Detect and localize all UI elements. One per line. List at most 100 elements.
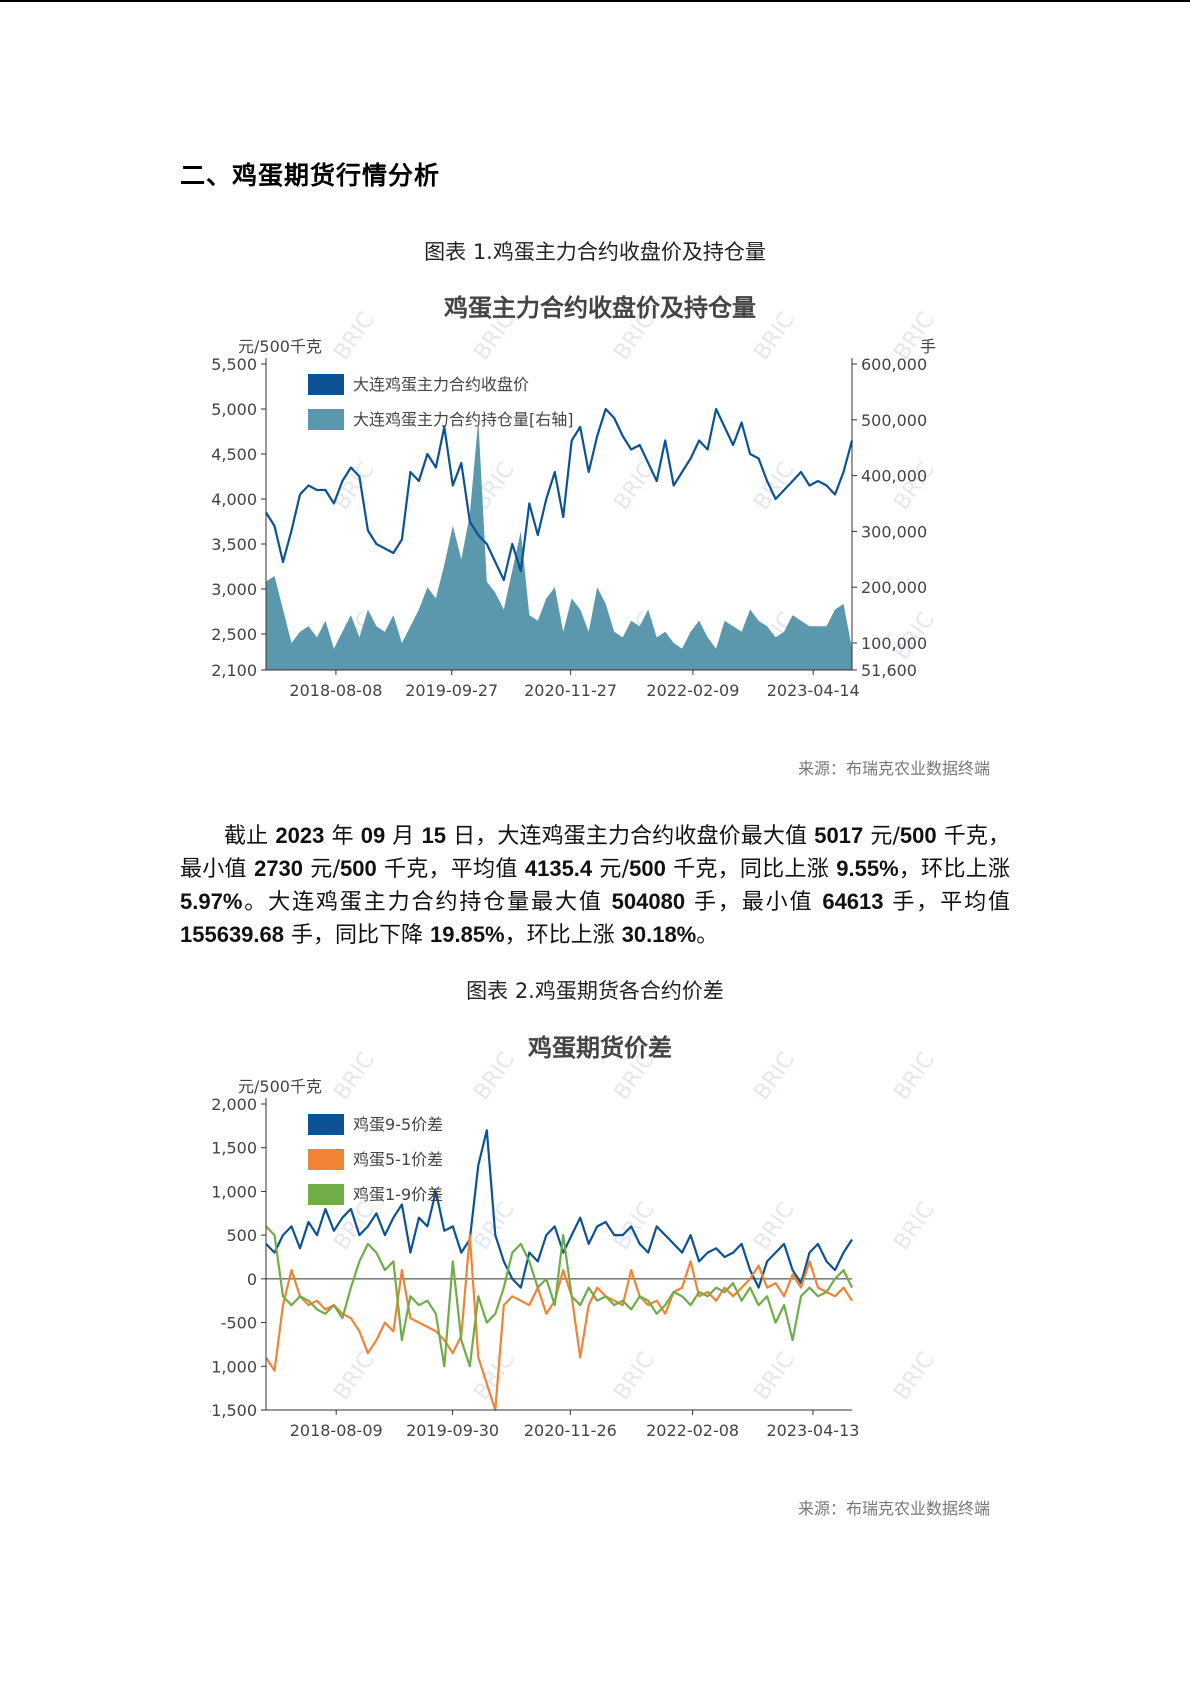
paragraph-figure: 30.18% [621, 922, 697, 947]
source-note: 来源：布瑞克农业数据终端 [798, 1499, 990, 1518]
paragraph-figure: 2023 [275, 823, 325, 848]
series-area-open-interest [266, 419, 852, 670]
paragraph-text: 千克，同比上涨 [665, 857, 837, 882]
y2-tick-label: 100,000 [861, 634, 927, 653]
x-tick-label: 2023-04-14 [767, 681, 860, 700]
legend-label-1: 鸡蛋9-5价差 [353, 1115, 443, 1134]
y2-tick-label: 51,600 [861, 661, 917, 680]
y-tick-label: 4,500 [211, 445, 257, 464]
y-tick-label: -1,500 [210, 1401, 257, 1420]
chart2-container: BRIC BRIC BRIC BRIC BRIC BRIC BRIC BRIC BRIC BRIC… [210, 1030, 1025, 1530]
legend-label-3: 鸡蛋1-9价差 [353, 1185, 443, 1204]
y-tick-label: 1,000 [211, 1182, 257, 1201]
y-tick-label: 3,000 [211, 580, 257, 599]
watermark-text: BRIC [469, 1048, 519, 1105]
paragraph-figure: 2730 [254, 856, 304, 881]
x-tick-label: 2020-11-26 [524, 1421, 617, 1440]
y2-tick-label: 600,000 [861, 355, 927, 374]
watermark-text: BRIC [329, 1348, 379, 1405]
paragraph-text: 手，最小值 [685, 890, 823, 915]
legend-swatch-2 [308, 1149, 344, 1170]
paragraph-figure: 64613 [822, 889, 884, 914]
figure1-caption: 图表 1.鸡蛋主力合约收盘价及持仓量 [424, 240, 766, 264]
watermark-text: BRIC [749, 1048, 799, 1105]
watermark-text: BRIC [889, 1198, 939, 1255]
watermark-text: BRIC [609, 1198, 659, 1255]
x-tick-label: 2020-11-27 [524, 681, 617, 700]
watermark-text: BRIC [749, 308, 799, 365]
series-line-1 [265, 407, 854, 582]
source-note: 来源：布瑞克农业数据终端 [798, 759, 990, 778]
y2-tick-label: 200,000 [861, 578, 927, 597]
y-axis-unit: 元/500千克 [238, 337, 322, 356]
y-tick-label: 2,000 [211, 1095, 257, 1114]
paragraph-text: 元/ [303, 857, 340, 882]
paragraph-figure: 15 [421, 823, 447, 848]
y2-tick-label: 500,000 [861, 411, 927, 430]
top-rule [0, 0, 1190, 2]
legend-label-2: 大连鸡蛋主力合约持仓量[右轴] [353, 410, 574, 429]
chart2-svg: BRIC BRIC BRIC BRIC BRIC BRIC BRIC BRIC BRIC BRIC… [210, 1034, 990, 1518]
y-tick-label: -500 [221, 1314, 257, 1333]
chart-title: 鸡蛋期货价差 [527, 1034, 672, 1062]
x-tick-label: 2018-08-08 [289, 681, 382, 700]
legend-label-2: 鸡蛋5-1价差 [353, 1150, 443, 1169]
paragraph-figure: 500 [629, 856, 666, 881]
watermark-text: BRIC [329, 308, 379, 365]
x-tick-label: 2018-08-09 [290, 1421, 383, 1440]
y-tick-label: 5,000 [211, 400, 257, 419]
y-tick-label: 2,500 [211, 625, 257, 644]
series-line-1 [265, 1129, 853, 1289]
paragraph-figure: 5.97% [180, 889, 243, 914]
y2-axis-unit: 手 [920, 337, 936, 356]
section-title: 二、鸡蛋期货行情分析 [180, 161, 441, 190]
x-tick-label: 2023-04-13 [766, 1421, 859, 1440]
y-tick-label: 2,100 [211, 661, 257, 680]
paragraph-text: 月 [385, 824, 422, 849]
x-tick-label: 2022-02-09 [646, 681, 739, 700]
paragraph-figure: 4135.4 [524, 856, 593, 881]
watermark-text: BRIC [469, 1348, 519, 1405]
legend-label-1: 大连鸡蛋主力合约收盘价 [353, 375, 529, 394]
x-tick-label: 2019-09-30 [406, 1421, 499, 1440]
summary-paragraph: 截止 2023 年 09 月 15 日，大连鸡蛋主力合约收盘价最大值 5017 … [180, 820, 1010, 952]
chart-title: 鸡蛋主力合约收盘价及持仓量 [443, 294, 756, 322]
legend-swatch-1 [308, 1114, 344, 1135]
series-line-3 [265, 1225, 853, 1368]
y-tick-label: 3,500 [211, 535, 257, 554]
watermark-text: BRIC [889, 1048, 939, 1105]
paragraph-text: ，环比上涨 [898, 857, 1010, 882]
figure2-caption: 图表 2.鸡蛋期货各合约价差 [466, 979, 724, 1003]
y-tick-label: 4,000 [211, 490, 257, 509]
y2-tick-label: 300,000 [861, 522, 927, 541]
y-tick-label: 5,500 [211, 355, 257, 374]
y2-tick-label: 400,000 [861, 467, 927, 486]
paragraph-text: 元/ [592, 857, 630, 882]
legend-swatch-3 [308, 1184, 344, 1205]
watermark-text: BRIC [329, 1048, 379, 1105]
watermark-text: BRIC [609, 1348, 659, 1405]
y-tick-label: 1,500 [211, 1139, 257, 1158]
paragraph-text: 截止 [224, 824, 276, 849]
y-axis-unit: 元/500千克 [238, 1077, 322, 1096]
paragraph-figure: 500 [899, 823, 937, 848]
watermark-text: BRIC [609, 458, 659, 515]
paragraph-figure: 504080 [611, 889, 686, 914]
legend-swatch-2 [308, 409, 344, 430]
paragraph-figure: 500 [339, 856, 377, 881]
watermark-text: BRIC [749, 458, 799, 515]
paragraph-figure: 09 [360, 823, 386, 848]
paragraph-text: 日，大连鸡蛋主力合约收盘价最大值 [446, 824, 815, 849]
y-tick-label: 500 [226, 1226, 257, 1245]
legend-swatch-1 [308, 374, 344, 395]
paragraph-text: 千克，最小值 [180, 824, 1010, 882]
paragraph-figure: 155639.68 [180, 922, 284, 947]
paragraph-figure: 5017 [814, 823, 864, 848]
series-line-2 [265, 1234, 853, 1412]
x-tick-label: 2019-09-27 [405, 681, 498, 700]
paragraph-text: 手，平均值 [883, 890, 1010, 915]
paragraph-text: ，环比上涨 [504, 923, 622, 948]
paragraph-text: 年 [324, 824, 361, 849]
watermark-text: BRIC [889, 1348, 939, 1405]
